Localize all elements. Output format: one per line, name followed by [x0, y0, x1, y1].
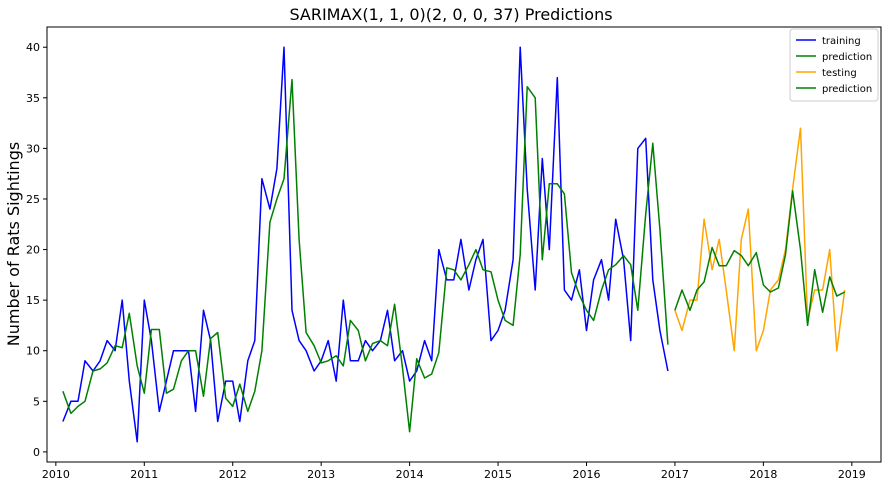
y-tick-label: 40 [26, 41, 40, 54]
legend-box [789, 28, 879, 102]
x-tick-label: 2011 [130, 468, 158, 481]
plot-lines [62, 46, 846, 443]
series-line-training-0 [62, 46, 669, 443]
series-line-prediction-3 [674, 190, 846, 327]
y-tick-label: 0 [33, 446, 40, 459]
y-tick-label: 30 [26, 142, 40, 155]
series-line-prediction-1 [62, 78, 669, 433]
chart-title: SARIMAX(1, 1, 0)(2, 0, 0, 37) Prediction… [289, 5, 612, 24]
y-tick-label: 25 [26, 193, 40, 206]
x-tick-label: 2017 [661, 468, 689, 481]
legend: training prediction testing prediction [789, 28, 879, 102]
legend-label: prediction [822, 84, 872, 95]
x-tick-label: 2018 [749, 468, 777, 481]
legend-label: training [822, 36, 861, 47]
y-tick-label: 35 [26, 92, 40, 105]
x-tick-label: 2016 [572, 468, 600, 481]
plot-frame [46, 26, 882, 463]
x-axis: 2010 2011 2012 2013 2014 2015 2016 2017 2018 2019 [42, 462, 866, 481]
x-tick-label: 2015 [484, 468, 512, 481]
legend-label: prediction [822, 52, 872, 63]
x-tick-label: 2019 [838, 468, 866, 481]
y-tick-label: 20 [26, 244, 40, 257]
x-tick-label: 2014 [396, 468, 424, 481]
legend-label: testing [822, 68, 857, 79]
y-axis: 0 5 10 15 20 25 30 35 40 [26, 41, 47, 459]
x-tick-label: 2010 [42, 468, 70, 481]
y-tick-label: 15 [26, 294, 40, 307]
y-axis-label: Number of Rats Sightings [4, 142, 23, 346]
x-tick-label: 2013 [307, 468, 335, 481]
x-tick-label: 2012 [219, 468, 247, 481]
series-line-testing-2 [674, 127, 846, 352]
y-tick-label: 5 [33, 395, 40, 408]
y-tick-label: 10 [26, 345, 40, 358]
